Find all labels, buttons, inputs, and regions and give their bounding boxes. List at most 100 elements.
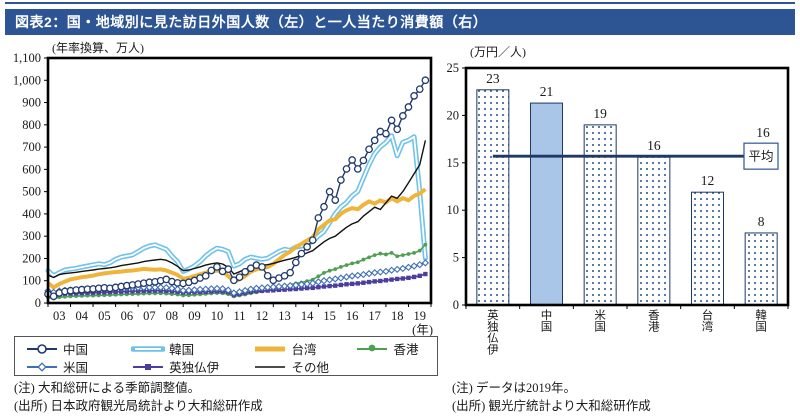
bar-中国	[530, 102, 563, 306]
bar-米国	[583, 124, 617, 306]
visitors-line-chart: (年率換算、万人) 0 100 200 300 400 500 600 700 800 900 1,0…	[13, 40, 433, 337]
y-tick-label: 1,100	[13, 51, 41, 65]
right-chart-notes: (注) データは2019年。 (出所) 観光庁統計より大和総研作成	[452, 380, 651, 416]
bar-value-label: 12	[701, 173, 715, 188]
series-韓国	[45, 133, 428, 279]
legend-label: 台湾	[291, 343, 317, 357]
bar-香港	[637, 156, 671, 306]
x-tick-label: 05	[98, 309, 111, 323]
bar-value-label: 19	[593, 106, 607, 121]
bar-value-label: 23	[486, 71, 500, 86]
left-source-line: (出所) 日本政府観光局統計より大和総研作成	[14, 398, 263, 413]
legend-item-英独仏伊: 英独仏伊	[131, 357, 253, 376]
x-tick-label: 17	[368, 309, 381, 323]
legend-row: 中国 韓国 台湾 香港	[25, 339, 433, 357]
x-tick-label: 11	[233, 309, 245, 323]
y-tick-label: 300	[22, 229, 41, 243]
y-tick-label: 400	[22, 207, 41, 221]
y-tick-label: 800	[22, 118, 41, 132]
legend-item-中国: 中国	[25, 339, 131, 358]
category-label-英独仏伊: 英独仏伊	[487, 308, 499, 357]
figure-title: 図表2：国・地域別に見た訪日外国人数（左）と一人当たり消費額（右）	[5, 9, 795, 35]
category-label-中国: 中国	[541, 309, 553, 334]
bar-英独仏伊	[476, 89, 510, 306]
x-tick-label: 10	[211, 309, 224, 323]
left-unit-label: (年率換算、万人)	[52, 40, 144, 55]
y-tick-label: 200	[22, 251, 41, 265]
legend-label: その他	[291, 361, 329, 375]
x-tick-label: 15	[323, 309, 336, 323]
y-tick-label: 900	[22, 96, 41, 110]
legend-label: 英独仏伊	[169, 361, 220, 375]
average-label: 平均	[748, 150, 773, 164]
y-tick-label: 500	[22, 185, 41, 199]
top-divider	[5, 2, 795, 4]
category-label-香港: 香港	[648, 309, 660, 334]
x-tick-label: 09	[188, 309, 201, 323]
y-tick-label: 25	[447, 61, 460, 75]
legend-marker-square	[133, 363, 164, 370]
legend-marker-circle	[27, 343, 57, 354]
category-label-台湾: 台湾	[702, 308, 714, 334]
x-tick-label: 16	[346, 309, 359, 323]
bar-value-label: 8	[758, 214, 765, 229]
y-tick-label: 20	[447, 108, 460, 122]
bar-韓国	[744, 232, 778, 306]
x-tick-label: 08	[166, 309, 179, 323]
legend-item-その他: その他	[253, 357, 355, 376]
right-source-line: (出所) 観光庁統計より大和総研作成	[452, 398, 651, 413]
x-tick-label: 13	[278, 309, 291, 323]
x-tick-label: 07	[143, 309, 156, 323]
legend-marker-diamond	[27, 361, 57, 372]
x-axis-suffix: (年)	[412, 323, 433, 337]
x-tick-label: 03	[53, 309, 66, 323]
legend-marker-tube	[131, 345, 166, 352]
y-tick-label: 700	[22, 140, 41, 154]
category-label-韓国: 韓国	[755, 309, 767, 334]
x-tick-label: 14	[301, 309, 314, 323]
y-tick-label: 0	[35, 296, 41, 310]
x-tick-label: 12	[256, 309, 269, 323]
bar-value-label: 16	[647, 138, 661, 153]
y-tick-label: 1,000	[13, 73, 41, 87]
legend-marker-none	[255, 346, 286, 351]
average-value-label: 16	[756, 125, 770, 140]
y-tick-label: 100	[22, 274, 41, 288]
y-tick-label: 5	[453, 251, 459, 265]
x-tick-label: 04	[76, 309, 89, 323]
legend-label: 香港	[393, 343, 419, 357]
right-note-line: (注) データは2019年。	[452, 381, 576, 395]
y-tick-label: 10	[447, 203, 460, 217]
left-plot-frame	[46, 56, 433, 305]
average-label-box	[743, 142, 779, 170]
legend-item-韓国: 韓国	[131, 339, 253, 358]
right-unit-label: (万円／人)	[470, 45, 526, 59]
legend-row: 米国 英独仏伊 その他	[25, 357, 433, 375]
x-tick-label: 18	[391, 309, 404, 323]
x-tick-label: 19	[413, 309, 426, 323]
left-chart-notes: (注) 大和総研による季節調整値。 (出所) 日本政府観光局統計より大和総研作成	[14, 380, 263, 416]
line-chart-legend: 中国 韓国 台湾 香港米国 英独仏伊 その他	[14, 336, 438, 376]
bar-台湾	[691, 191, 724, 306]
spending-bar-chart: (万円／人) 0 5 10 15 20 25 23 英独仏伊 21 中国 19 米国 16 香港 12 台湾 8 韓…	[447, 45, 790, 357]
series-中国	[44, 76, 430, 301]
right-plot-frame	[464, 66, 790, 307]
legend-item-香港: 香港	[355, 339, 433, 358]
legend-item-台湾: 台湾	[253, 339, 355, 358]
left-note-line: (注) 大和総研による季節調整値。	[14, 381, 201, 395]
series-その他	[47, 140, 427, 279]
legend-marker-dot	[357, 344, 388, 351]
y-tick-label: 15	[447, 156, 460, 170]
legend-item-米国: 米国	[25, 357, 131, 376]
x-tick-label: 06	[121, 309, 134, 323]
series-香港	[46, 242, 428, 301]
legend-marker-none	[255, 365, 286, 368]
bar-value-label: 21	[540, 84, 554, 99]
legend-label: 韓国	[169, 343, 195, 357]
legend-label: 中国	[63, 343, 89, 357]
y-tick-label: 0	[453, 298, 459, 312]
legend-label: 米国	[63, 361, 89, 375]
category-label-米国: 米国	[594, 309, 606, 334]
y-tick-label: 600	[22, 162, 41, 176]
